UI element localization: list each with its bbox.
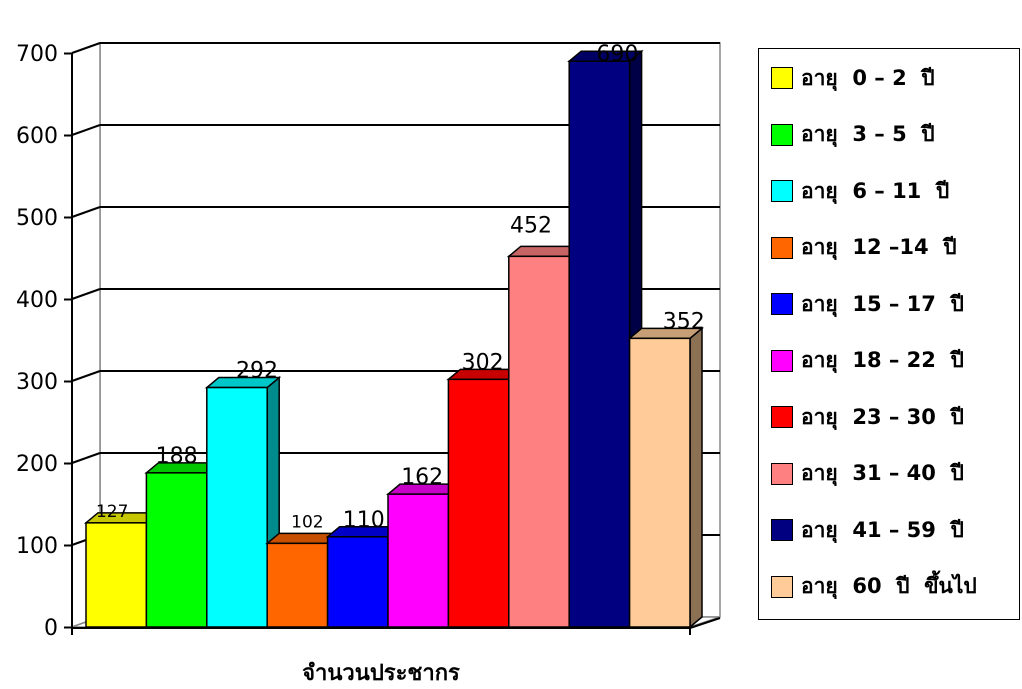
legend-swatch [771,575,793,598]
y-tick-label: 500 [16,206,58,231]
gridline-side [71,452,101,464]
legend-item: อายุ 12 –14 ปี [771,234,957,262]
x-axis-label: จำนวนประชากร [302,661,460,686]
y-axis: 0 100 200 300 400 500 600 700 [16,42,721,641]
gridline-side [71,206,101,218]
legend-item: อายุ 0 – 2 ปี [771,64,935,92]
gridline-side [71,124,101,136]
bar-front [387,493,450,628]
legend-label: อายุ 3 – 5 ปี [801,122,935,146]
legend-label: อายุ 12 –14 ปี [801,235,957,259]
x-axis-depth [689,617,721,629]
data-label: 302 [462,350,504,375]
legend-swatch [771,406,793,428]
data-label: 102 [291,512,323,532]
bar-front [145,472,208,628]
y-tick-label: 200 [16,452,58,477]
legend-swatch [771,462,793,485]
gridline-side [71,370,101,382]
bar-front [206,386,268,628]
legend-swatch [771,236,793,259]
bar-front [447,378,510,628]
bar-front [85,522,148,628]
bar [627,326,705,629]
gridline-side [71,288,101,300]
legend-item: อายุ 31 – 40 ปี [771,460,964,488]
data-label: 452 [510,213,552,238]
y-tick-label: 400 [16,288,58,313]
legend-item: อายุ 60 ปี ขึ้นไป [771,573,977,601]
legend-item: อายุ 23 – 30 ปี [771,403,964,431]
data-label: 292 [236,359,278,384]
legend-label: อายุ 31 – 40 ปี [801,461,964,485]
legend-label: อายุ 6 – 11 ปี [801,178,950,203]
bars [83,49,705,629]
bar-front [266,542,329,628]
legend-item: อายุ 41 – 59 ปี [771,516,964,544]
y-tick-label: 600 [16,124,58,149]
legend-swatch [771,349,793,372]
data-label: 690 [596,42,638,67]
legend-label: อายุ 23 – 30 ปี [801,404,964,429]
legend-label: อายุ 18 – 22 ปี [801,348,964,372]
y-tick-label: 700 [16,42,58,67]
legend: อายุ 0 – 2 ปีอายุ 3 – 5 ปีอายุ 6 – 11 ปี… [758,48,1020,620]
y-tick-label: 0 [44,616,58,641]
legend-label: อายุ 60 ปี ขึ้นไป [801,574,977,598]
legend-item: อายุ 6 – 11 ปี [771,177,949,205]
bar-front [508,255,570,628]
bar-front [628,337,691,628]
data-label: 188 [156,444,198,469]
legend-item: อายุ 15 – 17 ปี [771,290,964,318]
data-label: 127 [96,502,128,522]
legend-label: อายุ 0 – 2 ปี [801,65,935,90]
data-label: 162 [401,465,443,490]
bar-front [568,60,631,628]
legend-swatch [771,123,793,146]
data-label: 352 [663,309,705,334]
legend-item: อายุ 3 – 5 ปี [771,121,935,149]
legend-item: อายุ 18 – 22 ปี [771,347,964,375]
legend-label: อายุ 15 – 17 ปี [801,291,964,316]
bar-chart: 0 100 200 300 400 500 600 700 127 188 292 102 110 16… [16,41,721,686]
bar-side [689,326,703,629]
data-labels: 127 188 292 102 110 162 302 452 690 352 [96,42,705,533]
data-label: 110 [343,508,385,533]
legend-label: อายุ 41 – 59 ปี [801,517,964,542]
legend-swatch [771,67,793,89]
legend-swatch [771,519,793,541]
legend-swatch [771,180,793,202]
legend-swatch [771,293,793,315]
gridline-side [71,42,101,54]
y-tick-label: 100 [16,534,58,559]
y-tick-label: 300 [16,370,58,395]
bar-front [326,536,389,628]
